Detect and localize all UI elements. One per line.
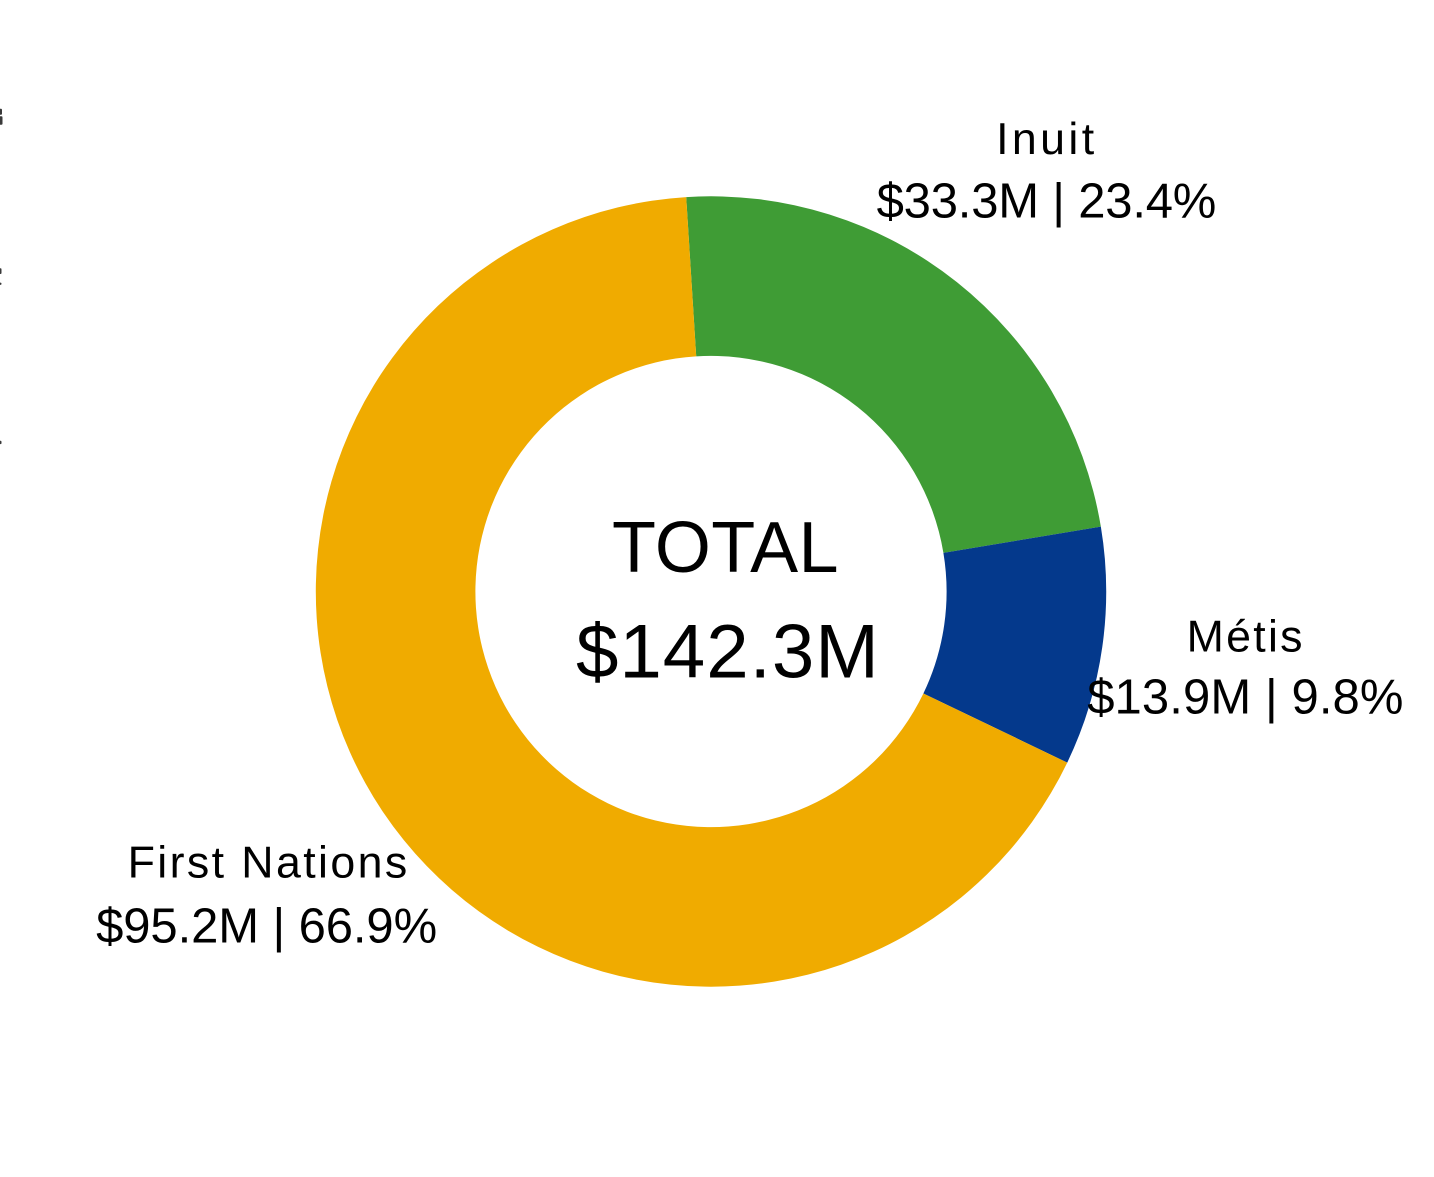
svg-text:$33.3M | 23.4%: $33.3M | 23.4% bbox=[877, 175, 1217, 229]
svg-text:Inuit: Inuit bbox=[996, 115, 1097, 164]
svg-text:Métis: Métis bbox=[1187, 613, 1305, 662]
svg-text:$142.3M: $142.3M bbox=[576, 609, 880, 694]
svg-text:$95.2M | 66.9%: $95.2M | 66.9% bbox=[96, 900, 437, 954]
svg-text:First Nations: First Nations bbox=[128, 839, 410, 888]
svg-text:TOTAL: TOTAL bbox=[612, 508, 839, 588]
svg-text:$13.9M | 9.8%: $13.9M | 9.8% bbox=[1087, 671, 1403, 725]
